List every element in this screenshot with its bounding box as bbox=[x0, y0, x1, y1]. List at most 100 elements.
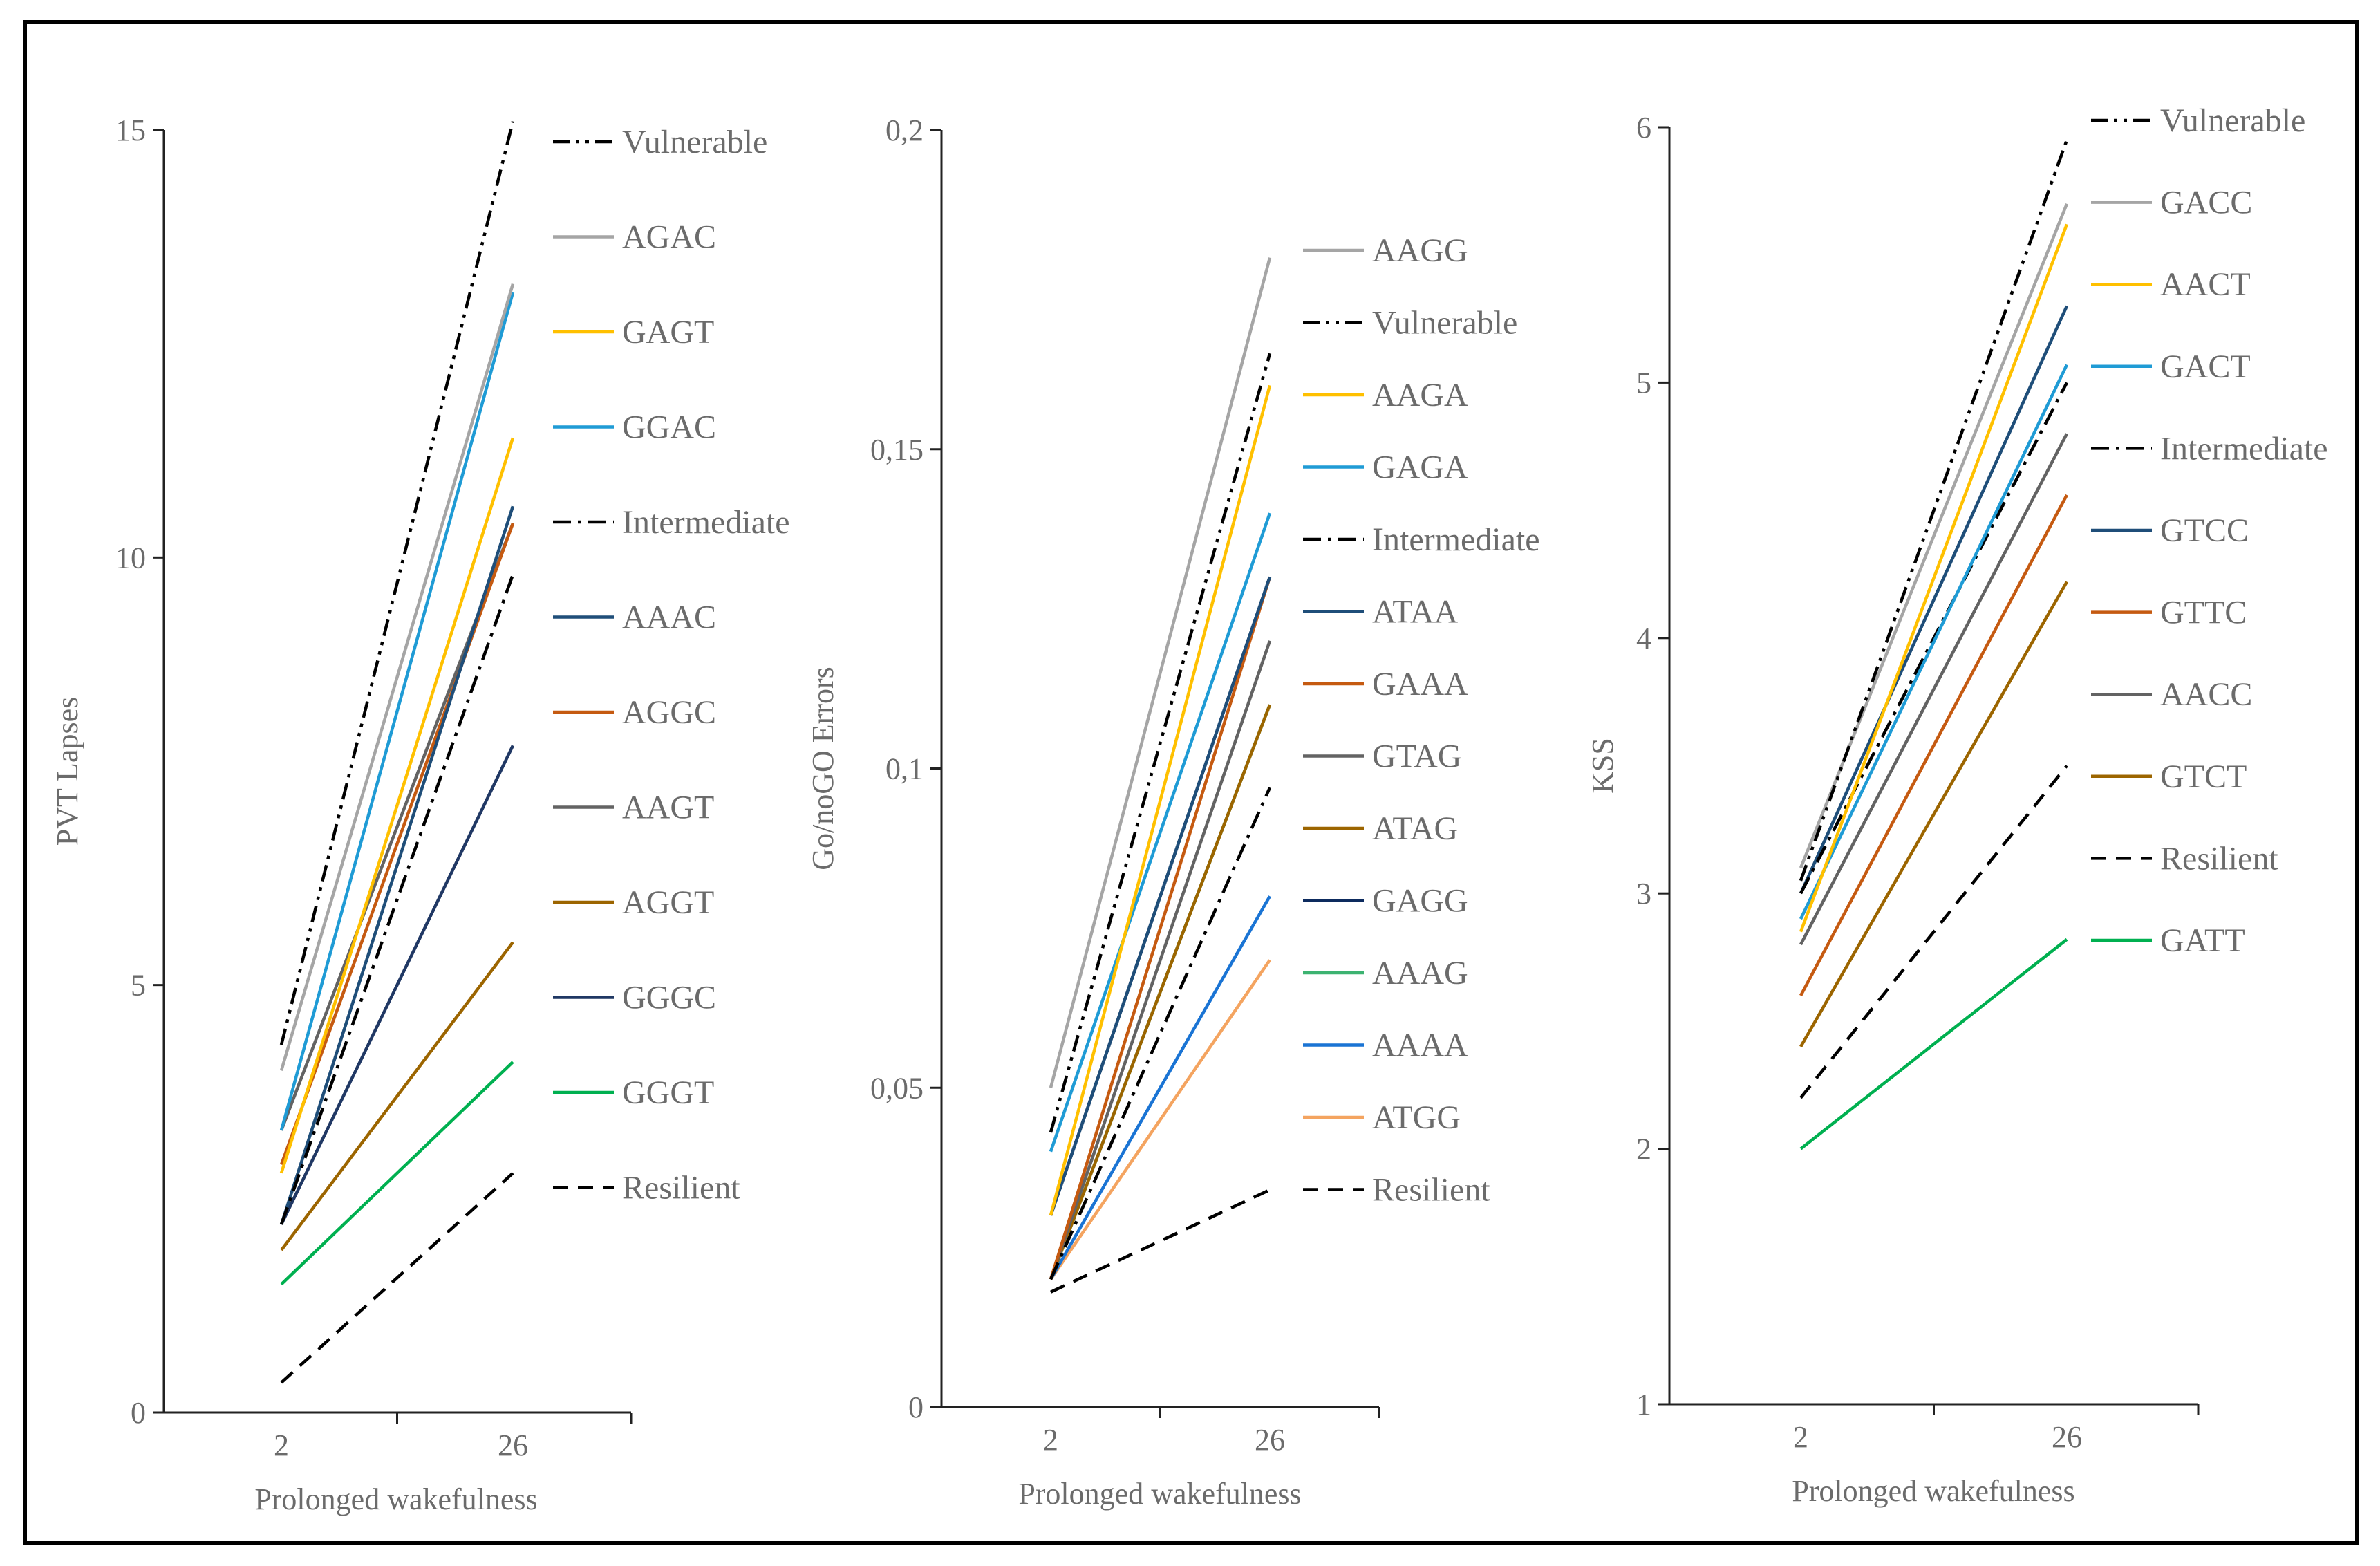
legend-label: GACC bbox=[2160, 185, 2252, 221]
legend-label: Vulnerable bbox=[1372, 305, 1517, 342]
legend-label: Vulnerable bbox=[2160, 102, 2305, 139]
legend-label: Intermediate bbox=[1372, 521, 1540, 558]
legend-item: AAGA bbox=[1303, 377, 1468, 413]
legend-label: AAAA bbox=[1372, 1027, 1468, 1064]
legend-item: AAGT bbox=[553, 790, 714, 826]
legend-item: ATGG bbox=[1303, 1099, 1461, 1136]
legend-label: Vulnerable bbox=[622, 124, 767, 160]
series-line-intermediate bbox=[1799, 382, 2068, 895]
legend-label: GATT bbox=[2160, 922, 2245, 959]
legend-item: AAGG bbox=[1303, 232, 1468, 269]
legend-item: Resilient bbox=[553, 1170, 740, 1206]
x-axis-title: Prolonged wakefulness bbox=[254, 1482, 537, 1516]
legend-item: GACC bbox=[2091, 185, 2252, 221]
legend-label: GAGG bbox=[1372, 883, 1468, 920]
y-tick-label: 0 bbox=[908, 1390, 924, 1424]
y-tick-label: 0 bbox=[131, 1396, 146, 1430]
chart-panel-2: 0 0,05 0,1 0,15 0,2 2 26 Prolonged wakefulness G… bbox=[806, 113, 1540, 1511]
legend-label: ATAA bbox=[1372, 594, 1458, 631]
series-line-vulnerable bbox=[1799, 139, 2069, 882]
legend: Vulnerable GACC AACT GACT Intermediate GTCC GT… bbox=[2091, 102, 2328, 959]
y-tick-label: 2 bbox=[1636, 1132, 1651, 1166]
legend-label: GTCT bbox=[2160, 758, 2247, 795]
y-tick-label: 10 bbox=[115, 541, 146, 575]
legend-item: Intermediate bbox=[2091, 430, 2328, 467]
figure-border bbox=[23, 20, 2359, 1545]
series-line-aaga bbox=[1049, 384, 1272, 1216]
y-tick-label: 3 bbox=[1636, 877, 1651, 911]
legend-label: GTAG bbox=[1372, 738, 1461, 775]
legend-item: GGGT bbox=[553, 1074, 714, 1111]
legend-label: AAAC bbox=[622, 599, 716, 636]
y-tick-label: 4 bbox=[1636, 622, 1651, 655]
legend-item: GATT bbox=[2091, 922, 2245, 959]
y-axis-title: KSS bbox=[1586, 738, 1620, 794]
legend-label: AAGG bbox=[1372, 232, 1468, 269]
x-axis-title: Prolonged wakefulness bbox=[1792, 1474, 2074, 1508]
legend-label: GAAA bbox=[1372, 666, 1468, 702]
series-line-ataa bbox=[1049, 576, 1272, 1216]
legend-item: AGGT bbox=[553, 884, 714, 921]
legend-label: ATAG bbox=[1372, 810, 1458, 847]
legend-item: GAAA bbox=[1303, 666, 1468, 702]
y-tick-label: 1 bbox=[1636, 1388, 1651, 1421]
y-tick-label: 0,2 bbox=[886, 113, 924, 147]
x-tick-label: 26 bbox=[1255, 1423, 1285, 1457]
legend-item: Vulnerable bbox=[2091, 102, 2305, 139]
series-line-gact bbox=[1799, 364, 2069, 920]
x-tick-label: 2 bbox=[1793, 1420, 1808, 1454]
series-line-gaaa bbox=[1049, 576, 1272, 1280]
series-line-aacc bbox=[1799, 433, 2068, 946]
legend-item: GTTC bbox=[2091, 595, 2247, 631]
series-line-aact bbox=[1799, 223, 2069, 933]
series-lines bbox=[1799, 139, 2069, 1150]
series-line-gtct bbox=[1799, 581, 2068, 1047]
legend-item: Vulnerable bbox=[553, 124, 767, 160]
legend-item: AAAG bbox=[1303, 955, 1468, 991]
series-line-agac bbox=[279, 283, 515, 1071]
legend-item: AAAA bbox=[1303, 1027, 1468, 1064]
legend-label: GACT bbox=[2160, 348, 2251, 385]
legend-label: AGGT bbox=[622, 884, 714, 921]
legend-label: GTCC bbox=[2160, 512, 2249, 549]
x-tick-label: 2 bbox=[1043, 1423, 1058, 1457]
legend-item: AACT bbox=[2091, 266, 2251, 303]
x-axis-title: Prolonged wakefulness bbox=[1018, 1477, 1301, 1511]
series-line-aagg bbox=[1049, 257, 1272, 1088]
series-line-atgg bbox=[1049, 959, 1271, 1280]
legend-label: GAGT bbox=[622, 314, 714, 351]
series-line-gggc bbox=[279, 745, 515, 1225]
legend-label: AGAC bbox=[622, 219, 716, 256]
series-line-intermediate bbox=[1049, 787, 1272, 1280]
legend-item: AGGC bbox=[553, 694, 716, 731]
x-tick-label: 2 bbox=[274, 1428, 289, 1462]
series-line-intermediate bbox=[279, 574, 515, 1225]
series-lines bbox=[279, 121, 515, 1384]
legend-item: AGAC bbox=[553, 219, 716, 256]
legend-label: ATGG bbox=[1372, 1099, 1461, 1136]
legend-label: GGGT bbox=[622, 1074, 714, 1111]
series-line-resilient bbox=[280, 1172, 514, 1384]
series-line-aaaa bbox=[1049, 895, 1271, 1280]
y-axis-title: PVT Lapses bbox=[50, 697, 84, 846]
legend-label: GGGC bbox=[622, 980, 716, 1016]
legend: Vulnerable AGAC GAGT GGAC Intermediate AAAC AG… bbox=[553, 124, 790, 1206]
legend-label: Intermediate bbox=[2160, 430, 2328, 467]
legend-label: Intermediate bbox=[622, 504, 790, 541]
legend-label: Resilient bbox=[2160, 840, 2278, 877]
legend-label: GGAC bbox=[622, 409, 716, 446]
legend-label: AACC bbox=[2160, 676, 2252, 713]
y-tick-label: 6 bbox=[1636, 111, 1651, 145]
legend-item: AACC bbox=[2091, 676, 2252, 713]
legend-label: AAAG bbox=[1372, 955, 1468, 991]
legend: AAGG Vulnerable AAGA GAGA Intermediate ATAA GA… bbox=[1303, 232, 1540, 1209]
legend-label: AGGC bbox=[622, 694, 716, 731]
legend-item: Intermediate bbox=[1303, 521, 1540, 558]
series-line-ggac bbox=[279, 292, 515, 1131]
series-line-gggt bbox=[280, 1061, 514, 1286]
legend-item: GTCC bbox=[2091, 512, 2249, 549]
y-tick-label: 5 bbox=[131, 969, 146, 1003]
series-line-gtag bbox=[1049, 640, 1272, 1280]
